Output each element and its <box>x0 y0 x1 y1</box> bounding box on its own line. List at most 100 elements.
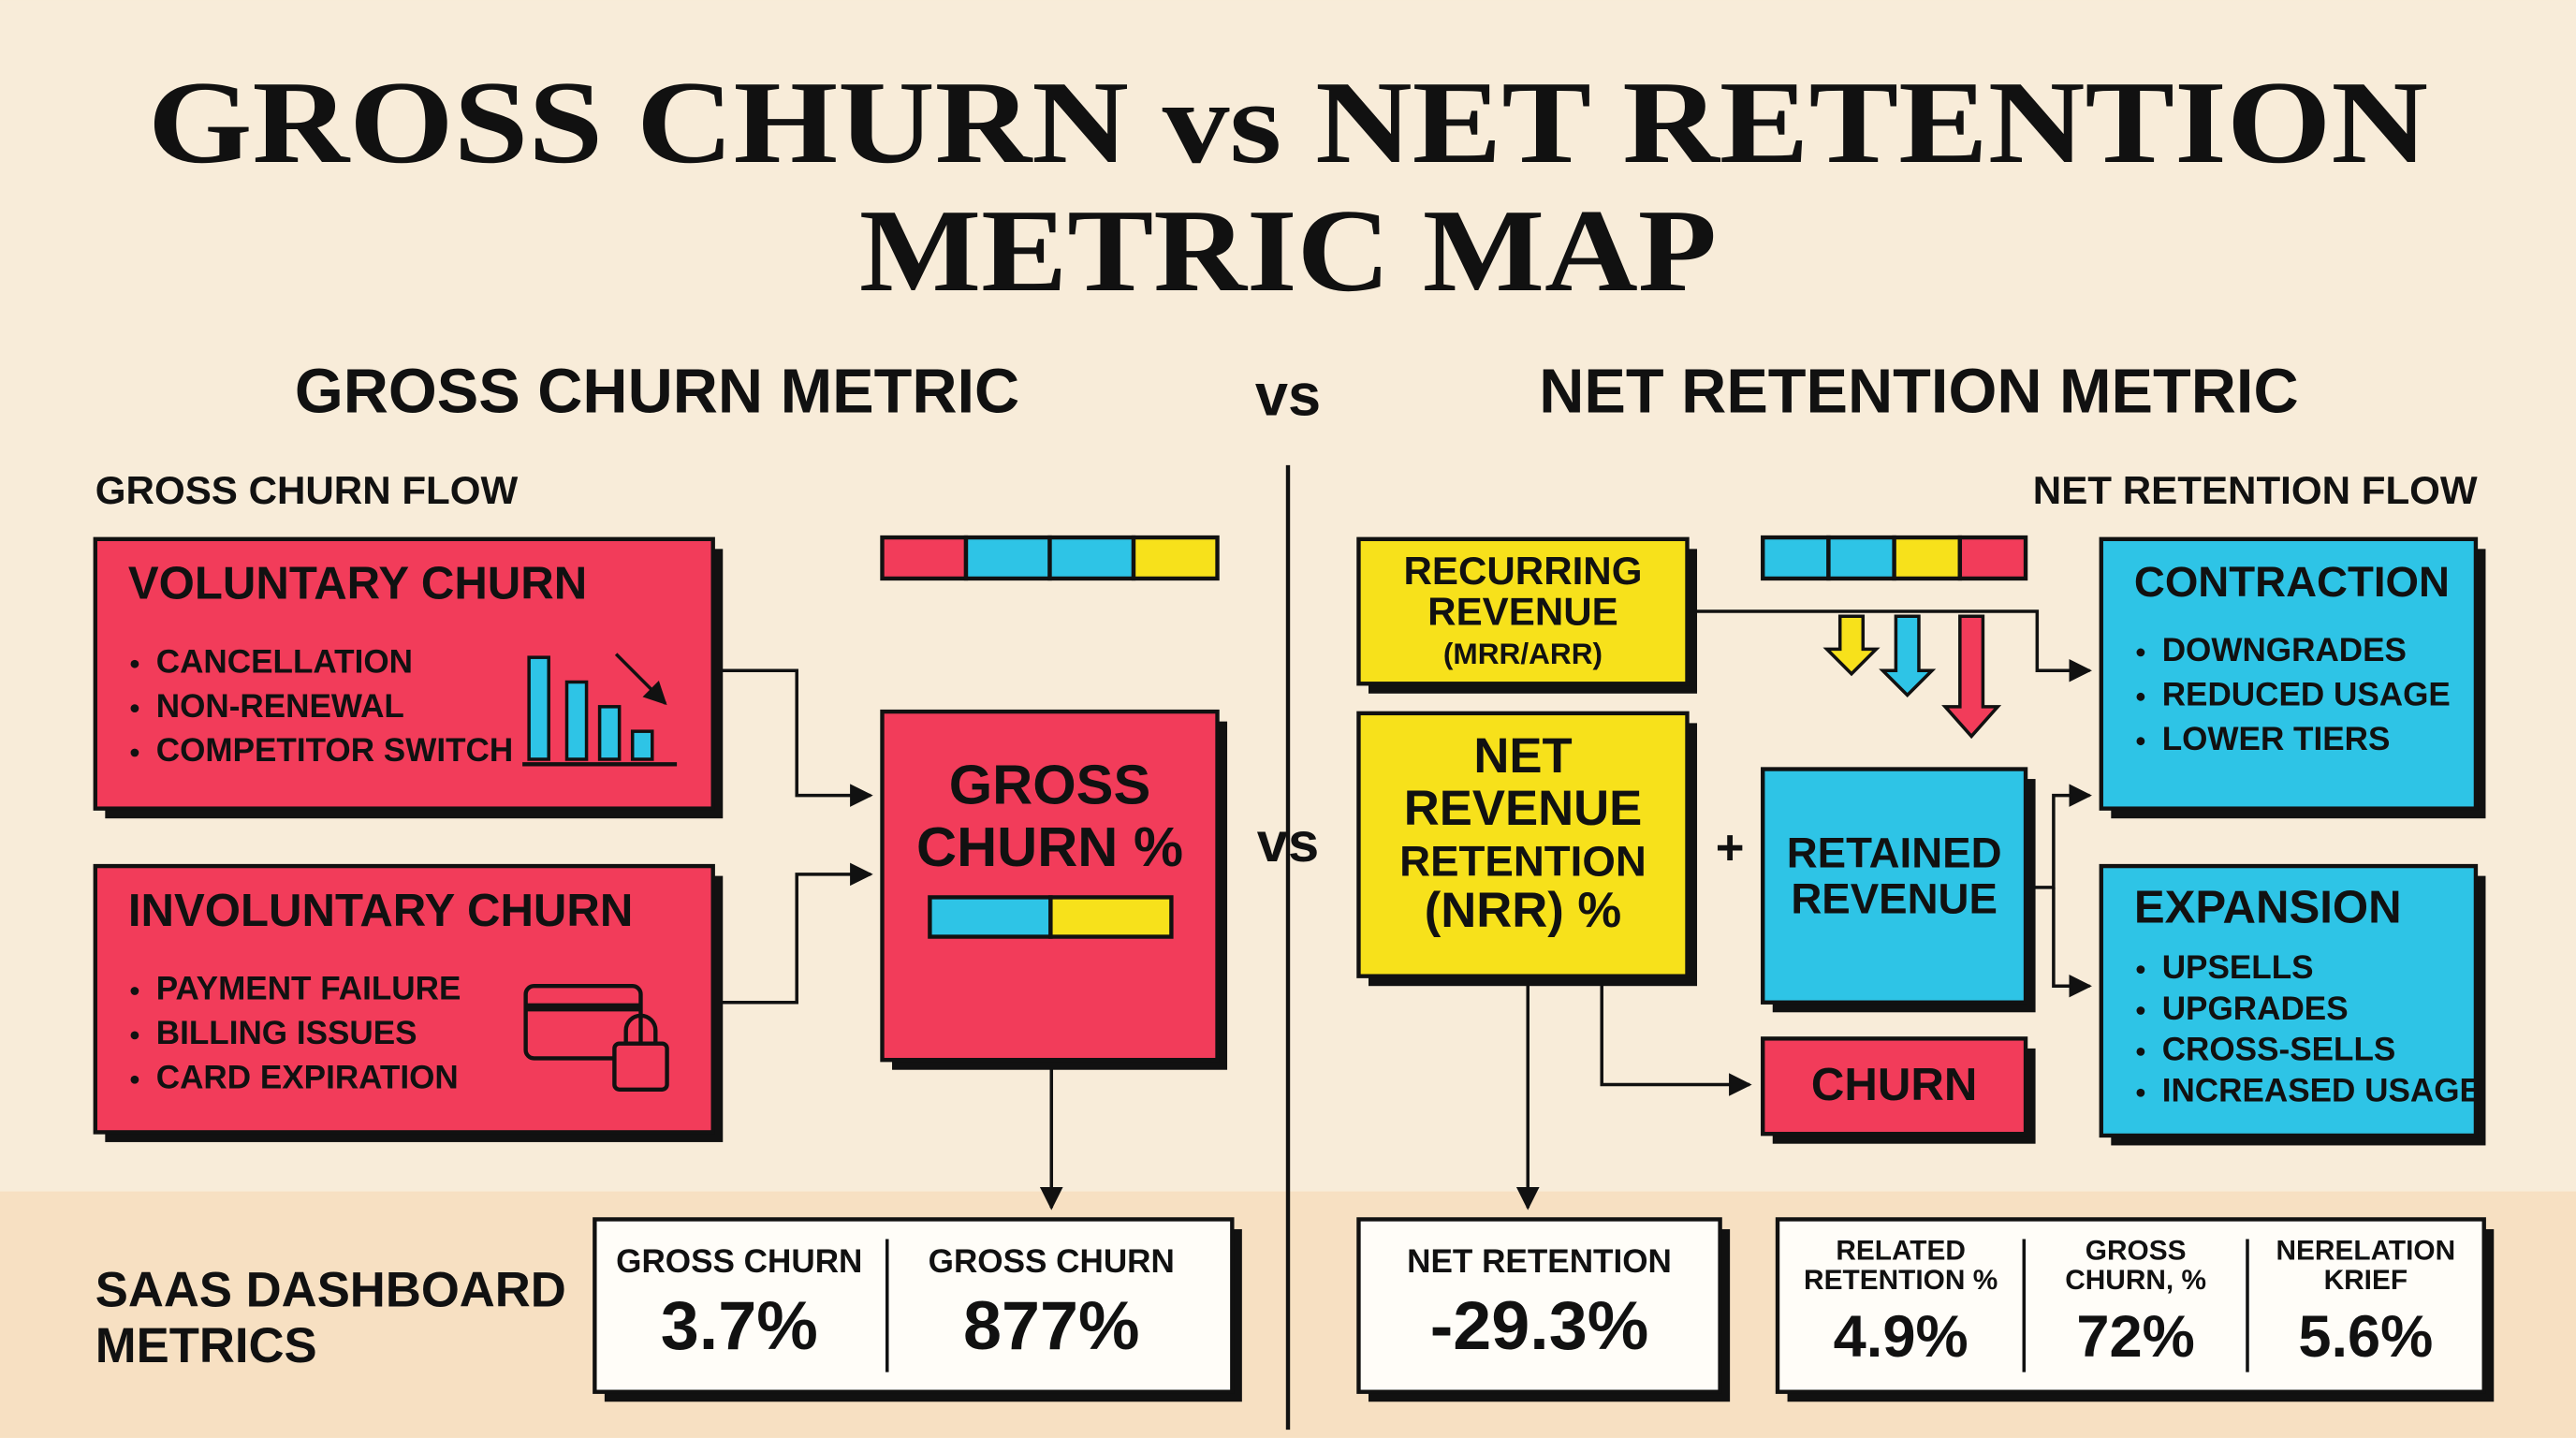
metric-label: GROSS <box>2086 1235 2187 1266</box>
box-item: DOWNGRADES <box>2162 632 2407 668</box>
bullet <box>2136 965 2145 975</box>
chart-icon-arrow <box>614 653 667 706</box>
chart-icon-bar <box>597 705 622 761</box>
color-strip-segment <box>1131 535 1220 581</box>
footer-label: SAAS DASHBOARD <box>95 1262 566 1317</box>
bullet <box>130 987 139 995</box>
arrow <box>2026 784 2092 889</box>
footer-label: METRICS <box>95 1318 317 1373</box>
box-text: GROSS <box>949 753 1150 815</box>
box-text: RECURRING <box>1403 549 1642 593</box>
metric-label: RELATED <box>1836 1235 1966 1266</box>
color-strip-segment <box>1957 535 2028 581</box>
bullet <box>2136 692 2145 701</box>
box-text: REVENUE <box>1427 590 1618 634</box>
box-text: CHURN <box>1811 1060 1977 1110</box>
connectors <box>712 609 2092 1211</box>
box-item: COMPETITOR SWITCH <box>156 732 513 769</box>
box-title: CONTRACTION <box>2134 558 2450 606</box>
bullet <box>130 1031 139 1040</box>
lock-shackle <box>623 1013 658 1044</box>
bullet <box>2136 648 2145 657</box>
bullet <box>2136 1088 2145 1097</box>
box-item: CANCELLATION <box>156 643 413 680</box>
color-strip-segment <box>1761 535 1831 581</box>
box-title: INVOLUNTARY CHURN <box>128 886 633 936</box>
block-arrow <box>1879 614 1937 698</box>
metric-value: 5.6% <box>2298 1304 2433 1370</box>
metric-card <box>1775 1217 2486 1394</box>
box-item: PAYMENT FAILURE <box>156 971 461 1007</box>
box-text: RETENTION <box>1399 837 1647 885</box>
box-item: NON-RENEWAL <box>156 688 404 725</box>
bullet <box>130 1075 139 1084</box>
section-heading: GROSS CHURN METRIC <box>295 358 1019 427</box>
chart-icon-bar <box>527 655 550 761</box>
churn-box <box>1761 1036 2028 1137</box>
color-strip-segment <box>1048 895 1174 939</box>
gross-churn-box <box>880 709 1220 1063</box>
section-heading: NET RETENTION METRIC <box>1539 358 2298 427</box>
box-item: REDUCED USAGE <box>2162 677 2451 713</box>
box-text: REVENUE <box>1404 781 1643 836</box>
metric-value: 3.7% <box>661 1286 818 1364</box>
chart-icon-bar <box>564 680 589 761</box>
metric-label: KRIEF <box>2324 1265 2408 1296</box>
color-strip-segment <box>928 895 1053 939</box>
bullet <box>2136 737 2145 746</box>
box-title: VOLUNTARY CHURN <box>128 559 587 609</box>
box-title: EXPANSION <box>2134 882 2402 932</box>
arrow <box>712 668 873 807</box>
metric-card <box>593 1217 1235 1394</box>
box-text: RETAINED <box>1787 829 2002 877</box>
flow-label: GROSS CHURN FLOW <box>95 468 519 512</box>
flow-label: NET RETENTION FLOW <box>2033 468 2478 512</box>
title-line: GROSS CHURN vs NET RETENTION <box>148 57 2428 188</box>
box-item: INCREASED USAGE <box>2162 1073 2481 1109</box>
block-arrow <box>1941 614 2002 740</box>
color-strip-segment <box>1826 535 1896 581</box>
nrr-box <box>1356 711 1690 978</box>
box-text: REVENUE <box>1791 875 1998 923</box>
arrow <box>712 862 873 1005</box>
metric-label: GROSS CHURN <box>929 1243 1175 1280</box>
bullet <box>130 748 139 757</box>
title-line: METRIC MAP <box>859 185 1717 316</box>
box-text: CHURN % <box>916 815 1183 878</box>
metric-card <box>1356 1217 1722 1394</box>
metric-label: CHURN, % <box>2065 1265 2206 1296</box>
color-strip-segment <box>1047 535 1136 581</box>
box-item: BILLING ISSUES <box>156 1015 417 1051</box>
box-item: UPGRADES <box>2162 990 2349 1027</box>
metric-label: RETENTION % <box>1804 1265 1998 1296</box>
color-strip-segment <box>880 535 969 581</box>
color-strip-segment <box>1892 535 1963 581</box>
metric-label: NET RETENTION <box>1407 1243 1672 1280</box>
box-item: CROSS-SELLS <box>2162 1032 2396 1068</box>
block-arrow <box>1822 614 1881 677</box>
color-strip-segment <box>963 535 1052 581</box>
box-item: CARD EXPIRATION <box>156 1060 459 1096</box>
metric-value: 4.9% <box>1834 1304 1969 1370</box>
plus-sign: + <box>1716 820 1745 875</box>
box-item: UPSELLS <box>2162 949 2314 986</box>
bullet <box>130 704 139 712</box>
retained-revenue-box <box>1761 767 2028 1005</box>
arrow <box>2052 887 2092 998</box>
category-box <box>2099 536 2479 811</box>
box-text: NET <box>1473 728 1572 784</box>
card-icon <box>523 984 643 1061</box>
block-arrows <box>1822 614 2002 740</box>
vs-center: vs <box>1257 811 1319 873</box>
category-box <box>93 863 715 1135</box>
arrow <box>1600 976 1752 1096</box>
bullet <box>2136 1006 2145 1015</box>
metric-label: NERELATION <box>2276 1235 2456 1266</box>
metric-value: 877% <box>963 1286 1140 1364</box>
arrow <box>1687 609 2092 682</box>
box-item: LOWER TIERS <box>2162 721 2391 757</box>
metric-value: 72% <box>2076 1304 2194 1370</box>
metric-value: -29.3% <box>1430 1286 1649 1364</box>
